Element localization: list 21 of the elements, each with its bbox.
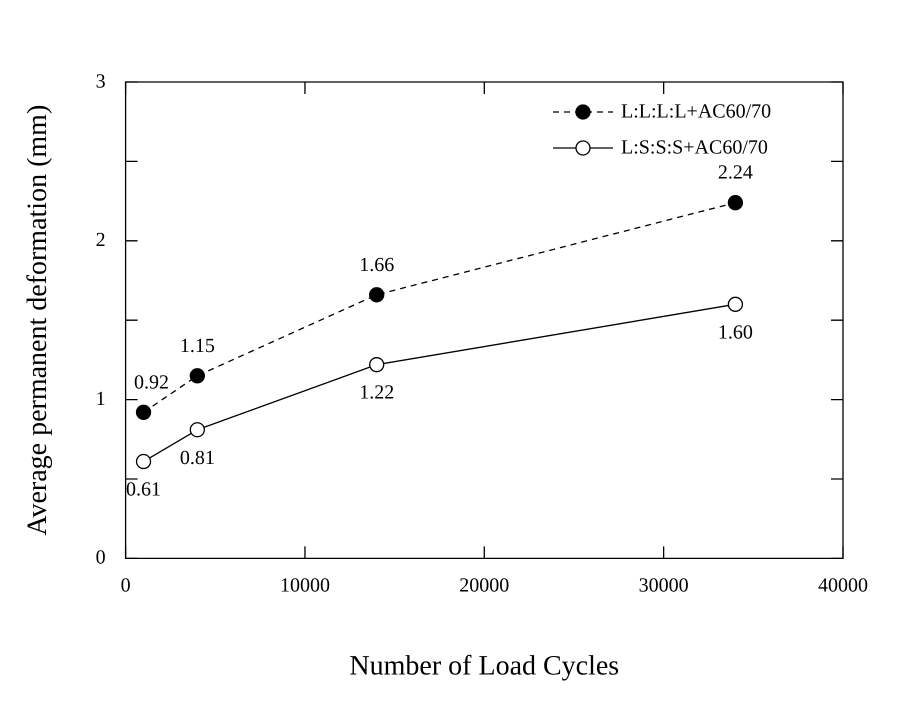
data-label: 1.22 (359, 382, 394, 404)
y-tick-label: 1 (96, 388, 106, 410)
y-axis-title: Average permanent deformation (mm) (22, 104, 54, 536)
y-tick-label: 0 (96, 546, 106, 569)
x-axis-title: Number of Load Cycles (349, 650, 620, 682)
data-label: 0.92 (134, 371, 170, 394)
data-label: 0.61 (126, 478, 162, 501)
y-tick-label: 3 (96, 70, 106, 92)
data-label: 0.81 (180, 446, 215, 469)
y-tick-label: 2 (96, 229, 106, 252)
data-label: 1.60 (718, 321, 753, 344)
legend-label: L:S:S:S+AC60/70 (621, 136, 768, 158)
data-label: 2.24 (718, 162, 753, 184)
x-tick-label: 20000 (459, 574, 510, 597)
x-tick-label: 40000 (818, 574, 868, 597)
data-label: 1.66 (359, 254, 394, 276)
legend-label: L:L:L:L+AC60/70 (621, 100, 772, 122)
x-tick-label: 0 (120, 574, 131, 597)
x-tick-label: 30000 (638, 574, 689, 597)
x-tick-label: 10000 (280, 574, 330, 597)
data-label: 1.15 (180, 334, 215, 357)
